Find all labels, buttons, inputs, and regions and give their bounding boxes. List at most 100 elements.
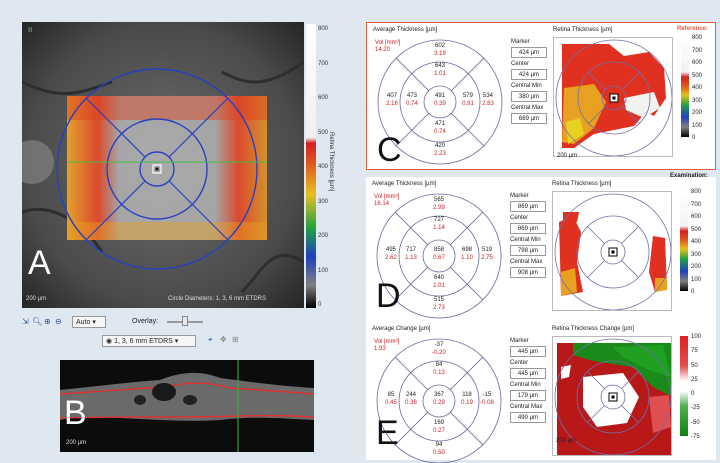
- sector-thickness-outer-bottom: 515: [433, 297, 444, 303]
- sector-volume-outer-bottom: 2.23: [434, 151, 446, 157]
- sector-volume-inner-left: 0.74: [406, 101, 418, 107]
- sector-thickness-inner-right: 118: [462, 392, 472, 398]
- sector-volume-center: 0.29: [433, 400, 445, 406]
- map-colorbar-tick: 300: [691, 251, 702, 258]
- sector-thickness-inner-bottom: 169: [433, 420, 444, 426]
- sector-thickness-inner-bottom: 640: [433, 275, 444, 281]
- map-colorbar-tick: 75: [691, 348, 698, 355]
- map-title: Retina Thickness Change [µm]: [552, 326, 635, 332]
- sector-thickness-center: 858: [433, 247, 444, 253]
- etdrs-divider: [394, 356, 428, 390]
- zoom-select-value: Auto: [76, 319, 91, 326]
- fundus-colorbar-tick: 500: [318, 129, 329, 136]
- volume-value: 14.20: [375, 47, 391, 53]
- sector-thickness-outer-left: 495: [385, 247, 396, 253]
- sector-thickness-outer-left: 85: [387, 392, 395, 398]
- grid-center-icon[interactable]: ⌖: [208, 335, 213, 344]
- sector-thickness-inner-left: 473: [406, 93, 417, 99]
- stat-label-center: Center: [510, 360, 529, 366]
- grid-select[interactable]: ◉ 1, 3, 6 mm ETDRS ▾: [102, 335, 196, 347]
- viewer-toolbar: ⇲ 🔍︎ ⊕ ⊖ Auto ▾ Overlay: ◉ 1, 3, 6 mm ET…: [22, 315, 318, 355]
- map-colorbar-tick: 100: [691, 334, 702, 340]
- sector-volume-inner-top: 1.14: [433, 225, 445, 231]
- label-c: C: [377, 131, 402, 169]
- zoom-out-icon[interactable]: ⊖: [55, 317, 62, 326]
- fundus-image[interactable]: ⅠⅠ A 200 µm Circle Diameters: 1, 3, 6 mm…: [22, 22, 304, 308]
- oct-bscan[interactable]: B 200 µm: [60, 360, 314, 452]
- stat-value-marker: 424 µm: [511, 47, 547, 58]
- map-colorbar-tick: 700: [692, 47, 703, 54]
- map-colorbar-tick: -25: [691, 405, 700, 412]
- volume-label: Vol [mm³]: [374, 339, 400, 345]
- sector-volume-outer-top: -0.20: [432, 350, 446, 356]
- etdrs-ring: [423, 85, 457, 119]
- panel-title: Average Thickness [µm]: [372, 181, 437, 187]
- sector-volume-inner-right: 0.19: [461, 400, 473, 406]
- magnifier-icon[interactable]: 🔍︎: [32, 317, 43, 326]
- sector-volume-inner-top: 0.13: [433, 370, 445, 376]
- etdrs-divider: [450, 211, 484, 245]
- stat-value-center: 869 µm: [510, 223, 546, 234]
- grid-move-icon[interactable]: ✥: [220, 335, 227, 344]
- sector-thickness-outer-left: 407: [386, 93, 397, 99]
- sector-volume-outer-top: 3.19: [434, 51, 446, 57]
- fundus-colorbar-tick: 100: [318, 267, 329, 274]
- map-colorbar-tick: 500: [692, 72, 703, 79]
- map-colorbar-tick: 0: [691, 289, 695, 295]
- map-colorbar: [681, 37, 689, 137]
- svg-text:ⅠⅠ: ⅠⅠ: [28, 27, 32, 34]
- fundus-colorbar-tick: 800: [318, 26, 329, 32]
- sector-thickness-outer-right: 519: [481, 247, 492, 253]
- fundus-colorbar-tick: 600: [318, 95, 329, 101]
- stat-label-cmax: Central Max: [510, 404, 543, 410]
- sector-volume-inner-right: 0.91: [462, 101, 474, 107]
- stat-value-cmin: 380 µm: [511, 91, 547, 102]
- fundus-colorbar-tick: 700: [318, 60, 329, 67]
- zoom-in-icon[interactable]: ⊕: [44, 317, 51, 326]
- map-colorbar-tick: 300: [692, 97, 703, 104]
- stat-value-cmax: 490 µm: [510, 412, 546, 423]
- sector-thickness-outer-top: 565: [433, 197, 444, 203]
- panel-title: Average Thickness [µm]: [373, 27, 438, 33]
- stat-label-marker: Marker: [510, 193, 529, 199]
- overlay-slider-handle[interactable]: [182, 316, 188, 326]
- map-title: Retina Thickness [µm]: [552, 181, 612, 187]
- sector-thickness-inner-right: 579: [462, 93, 473, 99]
- stat-value-marker: 869 µm: [510, 201, 546, 212]
- thickness-map[interactable]: [552, 191, 672, 311]
- sector-volume-outer-right: 2.75: [481, 255, 493, 261]
- etdrs-divider: [394, 267, 428, 301]
- stat-value-cmin: 179 µm: [510, 390, 546, 401]
- grid-reset-icon[interactable]: ⊞: [232, 335, 239, 344]
- stat-label-cmin: Central Min: [510, 382, 541, 388]
- map-colorbar: [680, 336, 688, 436]
- stat-value-cmax: 689 µm: [511, 113, 547, 124]
- sector-volume-inner-bottom: 1.01: [433, 283, 445, 289]
- sector-thickness-inner-top: 727: [433, 217, 444, 223]
- oct-scale-bar: 200 µm: [66, 440, 87, 446]
- sector-volume-outer-right: 2.83: [482, 101, 494, 107]
- thickness-map[interactable]: [552, 336, 672, 456]
- grid-icon: ◉: [106, 338, 113, 345]
- map-colorbar-tick: -75: [691, 434, 700, 440]
- overlay-label: Overlay:: [132, 318, 159, 325]
- thickness-map[interactable]: [553, 37, 673, 157]
- sector-volume-inner-left: 1.13: [405, 255, 417, 261]
- sector-thickness-outer-right: 534: [482, 93, 493, 99]
- etdrs-ring: [377, 39, 503, 165]
- map-d-graphic: [553, 192, 671, 310]
- fundus-colorbar-tick: 300: [318, 198, 329, 205]
- map-colorbar-tick: 800: [692, 35, 703, 41]
- volume-value: 16.14: [374, 201, 390, 207]
- select-tool-icon[interactable]: ⇲: [22, 317, 29, 326]
- stat-label-cmax: Central Max: [511, 105, 544, 111]
- map-colorbar-tick: 700: [691, 201, 702, 208]
- map-colorbar-tick: 600: [691, 214, 702, 220]
- etdrs-ring: [398, 360, 480, 442]
- label-b: B: [64, 394, 87, 432]
- stat-label-cmax: Central Max: [510, 259, 543, 265]
- zoom-select[interactable]: Auto ▾: [72, 316, 106, 328]
- map-colorbar-tick: 0: [691, 391, 695, 398]
- etdrs-divider: [450, 267, 484, 301]
